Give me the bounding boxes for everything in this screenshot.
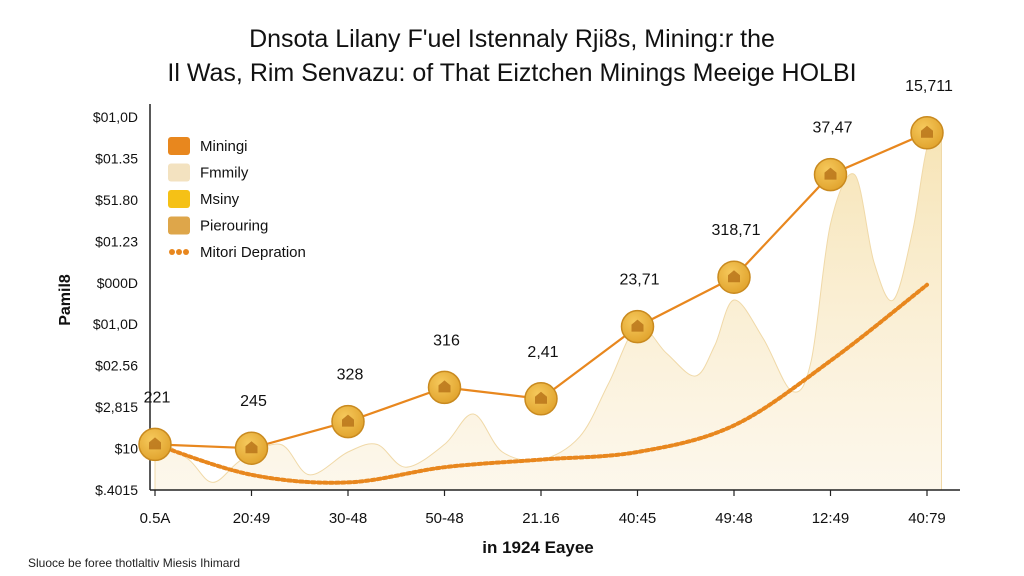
data-point-label: 2,41 [527, 344, 558, 361]
legend-entry: Mitori Depration [169, 244, 306, 261]
y-tick-label: $000D [97, 275, 138, 291]
legend-swatch [168, 190, 190, 208]
chart-subtitle: Il Was, Rim Senvazu: of That Eiztchen Mi… [167, 59, 857, 87]
dotted-series-mitori-depration [153, 282, 929, 485]
data-point-marker[interactable] [813, 157, 848, 192]
y-axis-title: Pamil8 [57, 274, 74, 326]
legend-label: Mitori Depration [200, 244, 306, 261]
data-point-icon [921, 125, 933, 138]
data-point-label: 221 [144, 389, 171, 406]
y-tick-label: $01,0D [93, 316, 138, 332]
data-point-icon [631, 319, 644, 332]
data-point-icon [342, 414, 354, 427]
data-point-marker[interactable] [910, 116, 944, 150]
legend-entry: Fmmily [168, 163, 249, 182]
data-point-marker[interactable] [331, 404, 365, 439]
data-point-icon [245, 441, 258, 454]
legend-entry: Miningi [168, 137, 248, 155]
data-point-label: 318,71 [712, 222, 761, 239]
data-point-label: 23,71 [619, 272, 659, 289]
y-tick-label: $10 [115, 441, 139, 457]
x-tick-label: 40:45 [619, 510, 657, 527]
legend-label: Msiny [200, 191, 240, 208]
x-tick-label: 40:79 [908, 510, 946, 527]
y-tick-label: $51.80 [95, 192, 138, 208]
data-point-icon [149, 437, 161, 450]
data-point-marker[interactable] [620, 309, 655, 344]
legend-label: Pierouring [200, 218, 268, 235]
y-tick-label: $2,815 [95, 399, 138, 415]
x-tick-label: 21.16 [522, 510, 560, 527]
legend-label: Miningi [200, 138, 248, 155]
legend-swatch [168, 137, 190, 155]
data-point-marker[interactable] [234, 431, 269, 465]
x-axis-title: in 1924 Eayee [482, 538, 594, 557]
x-tick-label: 30-48 [329, 510, 367, 527]
data-point-icon [535, 391, 547, 404]
source-note: Sluoce be foree thotlaltiv Miesis Ihimar… [28, 556, 241, 570]
legend-dot [169, 249, 175, 255]
y-tick-label: $.4015 [95, 482, 138, 498]
data-point-label: 37,47 [812, 120, 852, 137]
data-point-marker[interactable] [427, 370, 462, 405]
legend-swatch [168, 216, 190, 235]
data-point-label: 328 [337, 367, 364, 384]
chart-title: Dnsota Lilany F'uel Istennaly Rji8s, Min… [249, 25, 775, 53]
y-tick-label: $01.35 [95, 150, 138, 166]
legend-entry: Pierouring [168, 216, 268, 235]
legend-dot [183, 249, 189, 255]
data-point-marker[interactable] [138, 427, 172, 462]
data-point-marker[interactable] [717, 260, 751, 294]
data-point-icon [438, 380, 451, 393]
x-tick-label: 50-48 [425, 510, 463, 527]
legend-entry: Msiny [168, 190, 240, 208]
y-tick-label: $01.23 [95, 233, 138, 249]
data-point-label: 15,711 [905, 78, 953, 95]
y-tick-label: $02.56 [95, 358, 138, 374]
legend-swatch [168, 163, 190, 182]
data-point-icon [728, 270, 740, 283]
data-point-marker[interactable] [524, 382, 558, 416]
data-point-icon [824, 167, 837, 180]
legend-label: Fmmily [200, 165, 249, 182]
x-tick-label: 0.5A [140, 510, 171, 527]
data-point-label: 316 [433, 332, 460, 349]
x-tick-label: 20:49 [233, 510, 271, 527]
x-tick-label: 49:48 [715, 510, 753, 527]
y-tick-label: $01,0D [93, 109, 138, 125]
legend-dot [176, 249, 182, 255]
data-point-label: 245 [240, 393, 267, 410]
x-tick-label: 12:49 [812, 510, 850, 527]
